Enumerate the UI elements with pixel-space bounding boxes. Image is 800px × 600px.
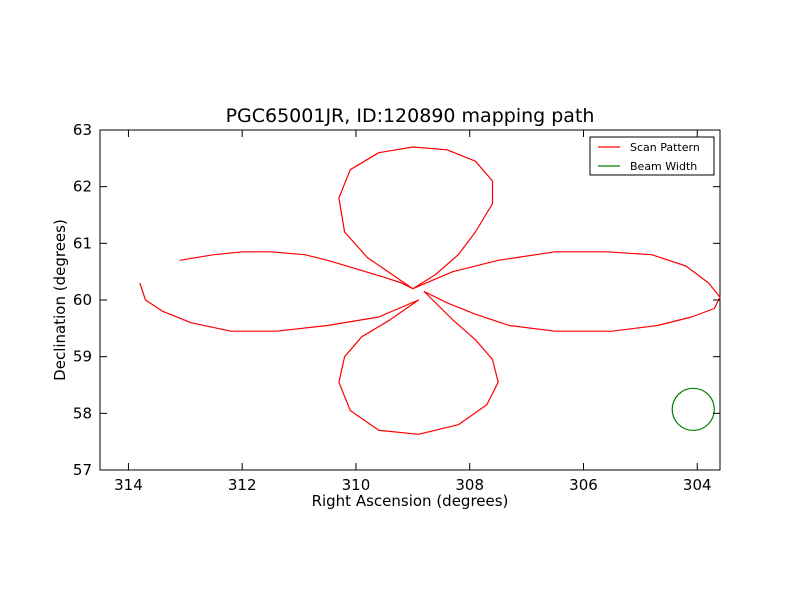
y-tick-label: 60 — [73, 291, 92, 309]
plot-content — [139, 146, 721, 435]
y-tick-label: 57 — [73, 461, 92, 479]
chart-title: PGC65001JR, ID:120890 mapping path — [226, 105, 595, 127]
y-tick-label: 61 — [73, 234, 92, 252]
x-tick-label: 306 — [569, 476, 598, 494]
x-tick-label: 304 — [683, 476, 712, 494]
x-axis-label: Right Ascension (degrees) — [312, 492, 509, 510]
x-tick-label: 310 — [342, 476, 371, 494]
x-tick-label: 314 — [114, 476, 143, 494]
y-tick-label: 62 — [73, 178, 92, 196]
legend-scan-label: Scan Pattern — [630, 141, 700, 154]
axis-ticks: 314 312 310 308 306 304 57 58 59 60 61 62 63 — [73, 121, 720, 494]
legend-box — [589, 136, 715, 176]
legend: Scan Pattern Beam Width — [589, 136, 715, 176]
y-tick-label: 59 — [73, 348, 92, 366]
scan-pattern-line — [139, 146, 721, 435]
y-axis-label: Declination (degrees) — [51, 219, 69, 381]
y-tick-label: 58 — [73, 404, 92, 422]
beam-width-circle — [671, 387, 715, 432]
legend-beam-label: Beam Width — [630, 160, 697, 173]
x-tick-label: 312 — [228, 476, 257, 494]
y-tick-label: 63 — [73, 121, 92, 139]
plot-area — [99, 129, 721, 471]
x-tick-label: 308 — [455, 476, 484, 494]
